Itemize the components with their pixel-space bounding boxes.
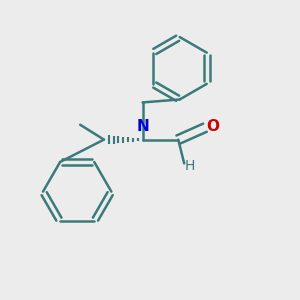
Text: N: N	[136, 119, 149, 134]
Text: H: H	[184, 159, 195, 173]
Text: O: O	[206, 119, 219, 134]
